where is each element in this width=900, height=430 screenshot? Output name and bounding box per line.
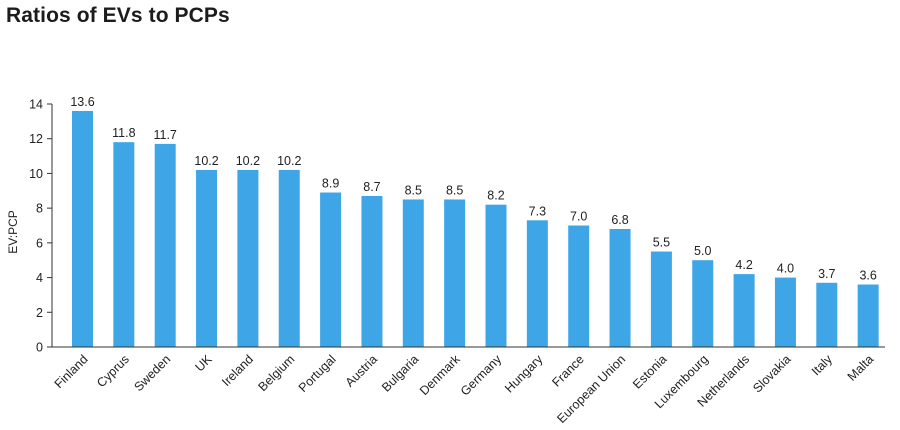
bar-luxembourg bbox=[692, 260, 714, 347]
y-axis: 0 2 4 6 8 10 12 14 bbox=[29, 98, 53, 355]
x-tick-label: France bbox=[549, 352, 586, 389]
value-label: 5.0 bbox=[694, 244, 711, 258]
bar-germany bbox=[485, 204, 507, 347]
bar-belgium bbox=[278, 169, 300, 347]
value-label: 8.9 bbox=[322, 177, 339, 191]
value-label: 8.5 bbox=[446, 183, 463, 197]
bar-ireland bbox=[237, 169, 259, 347]
x-tick-label: Bulgaria bbox=[379, 352, 421, 394]
x-tick-label: Belgium bbox=[256, 352, 298, 394]
x-tick-label: Denmark bbox=[417, 352, 463, 398]
value-label: 11.8 bbox=[112, 126, 135, 140]
x-tick-label: Sweden bbox=[131, 352, 173, 394]
value-label: 4.2 bbox=[735, 258, 752, 272]
x-tick-label: Austria bbox=[343, 352, 380, 389]
bar-cyprus bbox=[113, 142, 135, 347]
y-tick-label: 4 bbox=[36, 271, 43, 285]
bar-sweden bbox=[154, 143, 176, 347]
x-tick-label: Cyprus bbox=[94, 352, 132, 390]
value-label: 10.2 bbox=[194, 154, 218, 168]
bar-austria bbox=[361, 195, 383, 347]
bar-estonia bbox=[650, 251, 672, 347]
y-axis-title: EV:PCP bbox=[6, 210, 20, 254]
y-tick-label: 8 bbox=[36, 202, 43, 216]
value-label: 8.5 bbox=[405, 183, 422, 197]
bars: 13.6 11.8 11.7 10.2 10.2 10.2 8.9 8.7 8.5 8.5 8.2 7… bbox=[70, 95, 879, 347]
bar-hungary bbox=[526, 220, 548, 347]
bar-finland bbox=[72, 110, 93, 347]
x-tick-label: Germany bbox=[458, 352, 505, 399]
value-label: 3.6 bbox=[859, 269, 876, 283]
x-tick-label: Portugal bbox=[296, 352, 339, 395]
bar-uk bbox=[196, 169, 218, 347]
value-label: 4.0 bbox=[777, 262, 794, 276]
y-tick-label: 2 bbox=[36, 306, 43, 320]
y-tick-label: 12 bbox=[29, 132, 43, 146]
value-label: 8.2 bbox=[487, 189, 504, 203]
bar-slovakia bbox=[774, 277, 796, 347]
bar-portugal bbox=[320, 192, 342, 347]
value-label: 8.7 bbox=[363, 180, 380, 194]
y-tick-label: 14 bbox=[29, 98, 43, 112]
x-tick-label: Hungary bbox=[502, 352, 546, 396]
value-label: 6.8 bbox=[611, 213, 628, 227]
x-tick-label: Estonia bbox=[630, 352, 669, 391]
value-label: 11.7 bbox=[153, 128, 176, 142]
bar-italy bbox=[816, 282, 838, 347]
x-tick-label: Ireland bbox=[219, 352, 256, 389]
bar-netherlands bbox=[733, 274, 755, 347]
bar-bulgaria bbox=[402, 199, 424, 347]
value-label: 7.0 bbox=[570, 210, 587, 224]
x-tick-label: Slovakia bbox=[750, 352, 793, 395]
bar-france bbox=[568, 225, 590, 347]
value-label: 10.2 bbox=[277, 154, 301, 168]
x-tick-label: Italy bbox=[809, 352, 836, 379]
bar-denmark bbox=[444, 199, 466, 347]
value-label: 7.3 bbox=[529, 204, 546, 218]
x-tick-label: UK bbox=[192, 352, 215, 375]
bar-malta bbox=[857, 284, 879, 347]
x-axis: Finland Cyprus Sweden UK Ireland BelgiumPortu… bbox=[52, 346, 885, 426]
value-label: 3.7 bbox=[818, 267, 835, 281]
y-tick-label: 0 bbox=[36, 341, 43, 355]
y-tick-label: 6 bbox=[36, 236, 43, 250]
x-tick-label: Malta bbox=[845, 352, 877, 384]
y-tick-label: 10 bbox=[29, 167, 43, 181]
value-label: 10.2 bbox=[236, 154, 260, 168]
value-label: 13.6 bbox=[70, 95, 94, 109]
value-label: 5.5 bbox=[653, 236, 670, 250]
bar-european-union bbox=[609, 228, 631, 347]
x-tick-label: Finland bbox=[52, 352, 91, 391]
chart-title: Ratios of EVs to PCPs bbox=[6, 4, 230, 27]
